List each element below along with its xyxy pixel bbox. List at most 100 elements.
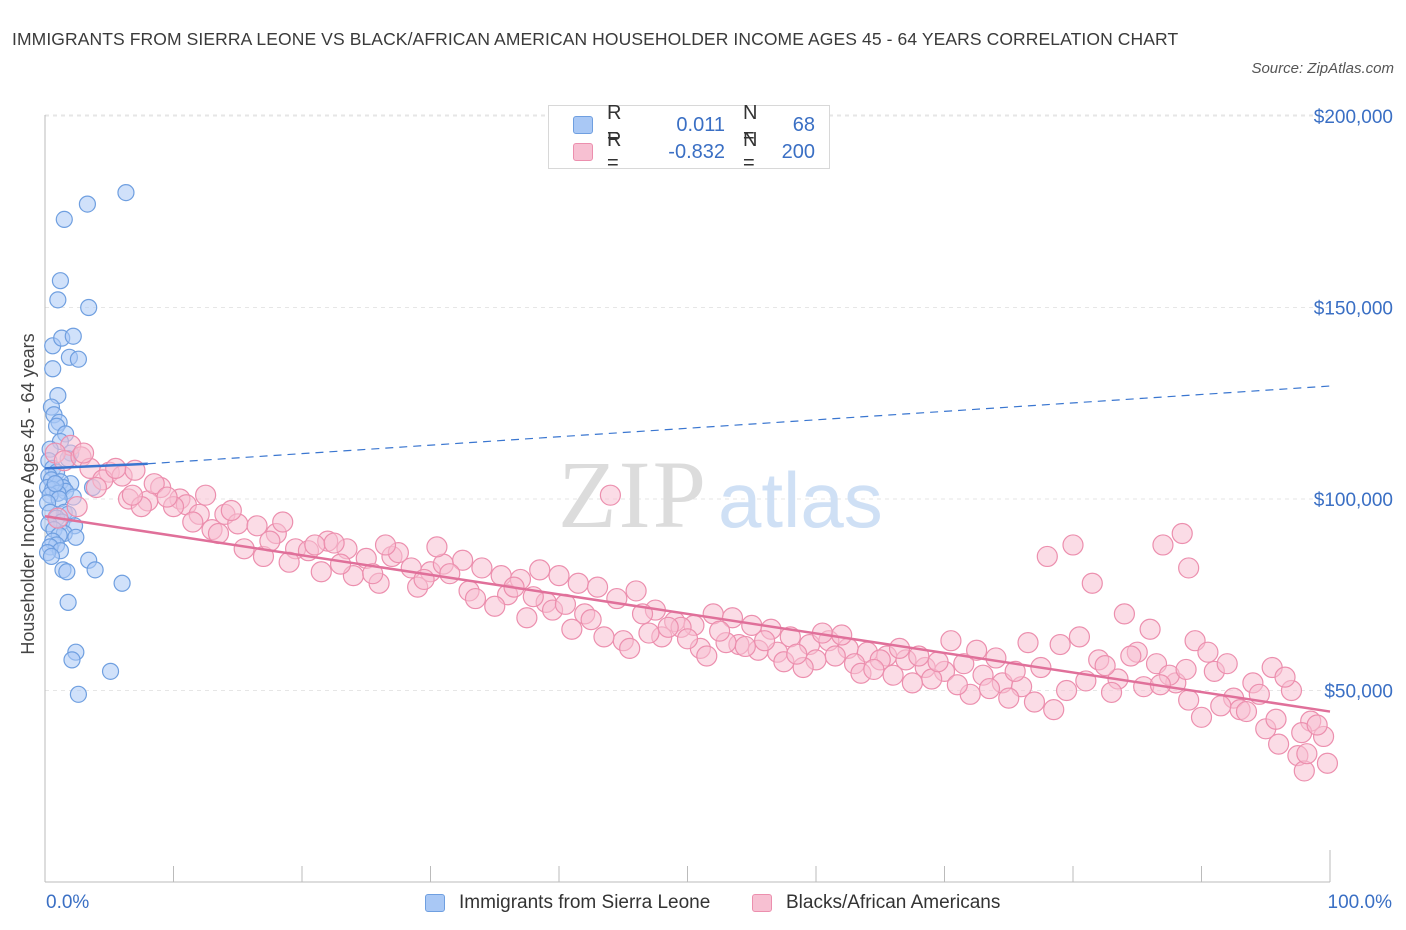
data-point [1216, 653, 1238, 675]
data-point [113, 574, 131, 592]
data-point [220, 499, 242, 522]
data-point [439, 563, 461, 585]
data-point [696, 645, 718, 667]
data-point [1210, 695, 1232, 717]
legend-swatch-blue [573, 116, 593, 134]
data-point [561, 618, 583, 640]
data-point [985, 647, 1007, 669]
bottom-legend-label: Immigrants from Sierra Leone [459, 892, 711, 913]
data-point [734, 635, 756, 658]
data-point [1023, 691, 1046, 713]
data-point [329, 553, 352, 575]
data-point [625, 580, 647, 602]
data-point [638, 622, 660, 644]
data-point [953, 653, 975, 675]
trend-line-sierra-leone [44, 462, 148, 470]
legend-row-sierra-leone: R = 0.011 N = 68 [573, 102, 815, 147]
data-point [940, 630, 962, 652]
data-point [323, 532, 345, 554]
data-point [1306, 714, 1328, 736]
data-point [156, 486, 178, 508]
data-point [1100, 681, 1123, 704]
data-point [117, 184, 135, 202]
bottom-legend-sierra-leone: Immigrants from Sierra Leone [425, 890, 710, 916]
data-point [1152, 534, 1174, 556]
data-point [709, 620, 731, 642]
data-point [272, 511, 294, 533]
data-point [362, 563, 384, 585]
data-point [1120, 645, 1142, 667]
legend-r-value: 0.011 [676, 113, 725, 136]
data-point [901, 672, 923, 694]
data-point [452, 549, 474, 571]
data-point [1049, 633, 1071, 656]
chart-title: IMMIGRANTS FROM SIERRA LEONE VS BLACK/AF… [12, 29, 1179, 49]
y-tick-label: $100,000 [1314, 490, 1393, 511]
watermark-zip: ZIP [558, 441, 708, 548]
legend-swatch-pink [573, 143, 593, 161]
data-point [55, 210, 73, 229]
data-point [1139, 618, 1161, 640]
data-point [304, 534, 326, 556]
data-point [46, 475, 64, 493]
data-point [606, 587, 628, 610]
data-point [1296, 743, 1318, 765]
data-point [426, 536, 448, 558]
data-point [86, 561, 104, 579]
data-point [1190, 706, 1213, 728]
data-point [1062, 534, 1084, 556]
data-point [63, 651, 81, 669]
y-tick-label: $150,000 [1314, 299, 1393, 320]
bottom-legend-swatch-blue [425, 894, 445, 912]
data-point [586, 576, 609, 598]
data-point [1017, 632, 1039, 654]
data-point [1055, 679, 1078, 702]
data-point [85, 476, 108, 499]
data-point [182, 511, 204, 533]
data-point [69, 685, 88, 703]
legend-r-value: -0.832 [668, 140, 725, 163]
data-point [51, 272, 70, 290]
data-point [593, 626, 615, 648]
data-point [946, 674, 968, 696]
data-point [49, 291, 67, 309]
data-point [1068, 626, 1091, 648]
data-point [464, 587, 487, 610]
data-point [143, 473, 165, 495]
watermark-atlas: atlas [718, 456, 883, 544]
data-point [1267, 733, 1290, 755]
data-point [1175, 658, 1197, 681]
data-point [66, 496, 88, 518]
data-point [78, 195, 97, 213]
data-point [105, 457, 127, 479]
data-point [548, 564, 570, 587]
data-point [1178, 689, 1200, 711]
data-point [246, 515, 268, 537]
data-point [101, 662, 120, 680]
data-point [882, 664, 904, 686]
data-point [80, 298, 98, 317]
legend-n-value: 68 [792, 113, 815, 136]
bottom-legend-label: Blacks/African Americans [786, 892, 1001, 913]
data-point [1197, 641, 1219, 663]
data-point [567, 572, 589, 594]
data-point [786, 643, 808, 665]
data-point [580, 609, 602, 631]
data-point [121, 484, 143, 506]
data-point [195, 484, 217, 506]
data-point [824, 645, 846, 667]
data-point [1004, 660, 1026, 682]
data-point [59, 593, 77, 612]
data-point [529, 559, 551, 581]
legend-row-black-african-american: R = -0.832 N = 200 [573, 129, 815, 174]
legend: R = 0.011 N = 68 R = -0.832 N = 200 [548, 102, 830, 174]
trend-line-sierra-leone-extension [147, 385, 1331, 465]
data-point [42, 547, 61, 566]
data-point [471, 557, 493, 579]
data-point [1171, 522, 1193, 545]
x-tick-label-min: 0.0% [46, 892, 89, 913]
data-point [619, 637, 641, 659]
data-point [753, 630, 776, 652]
data-point [69, 350, 88, 368]
data-point [1094, 655, 1116, 677]
